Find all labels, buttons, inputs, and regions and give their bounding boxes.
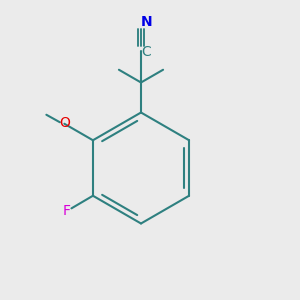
Text: C: C (142, 46, 151, 59)
Text: F: F (63, 204, 71, 218)
Text: N: N (141, 16, 152, 29)
Text: O: O (59, 116, 70, 130)
